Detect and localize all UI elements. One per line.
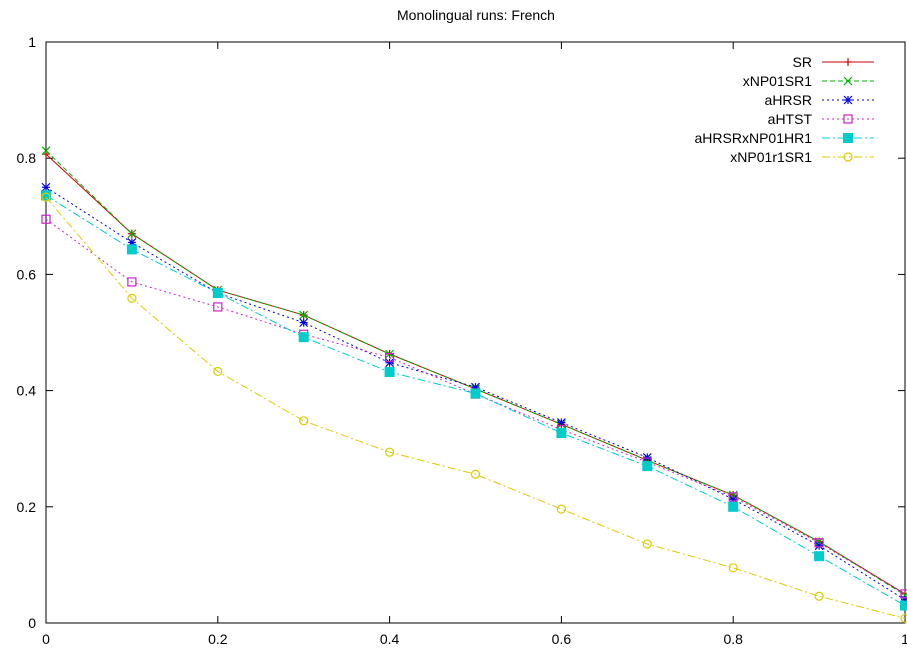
series-line [45, 153, 906, 595]
plot-frame [45, 41, 906, 624]
y-tick-label: 0.8 [17, 150, 37, 166]
series-xNP01r1SR1 [41, 192, 907, 623]
series-line [45, 196, 906, 619]
data-point [384, 367, 395, 378]
legend-label: SR [793, 54, 812, 70]
series-aHRSRxNP01HR1 [41, 190, 907, 611]
legend-item: aHTST [768, 111, 874, 127]
x-tick-label: 1 [901, 631, 907, 647]
data-point [814, 541, 824, 551]
legend-marker [843, 133, 853, 143]
data-point [385, 447, 395, 457]
x-tick-label: 0 [42, 631, 50, 647]
data-point [41, 182, 51, 192]
legend-item: xNP01SR1 [743, 73, 874, 89]
legend-label: aHRSR [765, 92, 812, 108]
data-point [298, 332, 309, 343]
data-point [213, 302, 223, 312]
data-point [127, 277, 137, 287]
series-layer [41, 146, 907, 623]
y-tick-label: 1 [28, 34, 36, 50]
data-point [556, 428, 567, 439]
data-point [470, 388, 481, 399]
series-line [45, 150, 906, 596]
legend-item: SR [793, 54, 874, 70]
data-point [728, 563, 738, 573]
x-tick-label: 0.6 [552, 631, 572, 647]
data-point [470, 469, 481, 479]
data-point [556, 504, 567, 514]
data-point [126, 244, 137, 255]
data-point [900, 613, 907, 623]
data-point [41, 146, 51, 156]
legend-label: aHTST [768, 111, 813, 127]
legend-marker [843, 114, 853, 124]
data-point [642, 539, 652, 549]
data-point [299, 318, 309, 328]
series-line [45, 194, 906, 607]
data-point [642, 461, 653, 472]
legend-label: aHRSRxNP01HR1 [695, 130, 813, 146]
legend-marker [843, 152, 853, 162]
data-point [385, 352, 395, 363]
legend-marker [843, 76, 853, 86]
legend-item: aHRSR [765, 92, 874, 108]
data-point [41, 192, 51, 202]
data-point [642, 452, 652, 462]
data-point [213, 366, 223, 377]
series-SR [42, 150, 907, 598]
legend-label: xNP01r1SR1 [730, 149, 812, 165]
data-point [814, 591, 824, 601]
data-point [41, 214, 51, 224]
data-point [900, 600, 907, 611]
y-tick-label: 0.4 [17, 383, 37, 399]
y-tick-label: 0.2 [17, 499, 37, 515]
data-point [127, 293, 137, 303]
data-point [900, 589, 907, 599]
data-point [299, 310, 309, 320]
legend-marker [843, 95, 853, 105]
series-xNP01SR1 [41, 146, 907, 600]
chart-title: Monolingual runs: French [397, 7, 555, 23]
data-point [728, 492, 738, 502]
data-point [814, 551, 825, 562]
legend-label: xNP01SR1 [743, 73, 812, 89]
y-tick-label: 0.6 [17, 266, 37, 282]
axes: 0 0.2 0.4 0.6 0.8 1 0 0.2 0.4 0.6 0.8 1 [17, 34, 907, 647]
legend-item: aHRSRxNP01HR1 [695, 130, 874, 146]
legend: SR xNP01SR1 aHRSR aHTST aHRSRxNP01HR1 xNP01r1… [695, 54, 874, 165]
legend-marker [844, 58, 852, 66]
data-point [728, 501, 739, 512]
data-point [41, 190, 51, 201]
y-tick-label: 0 [28, 615, 36, 631]
data-point [814, 538, 824, 548]
data-point [385, 358, 395, 368]
legend-item: xNP01r1SR1 [730, 149, 874, 165]
series-aHTST [41, 214, 907, 599]
data-point [212, 287, 223, 298]
data-point [299, 416, 309, 426]
x-tick-label: 0.8 [723, 631, 743, 647]
series-line [45, 218, 906, 595]
x-tick-label: 0.2 [208, 631, 228, 647]
data-point [127, 229, 137, 239]
x-tick-label: 0.4 [380, 631, 400, 647]
